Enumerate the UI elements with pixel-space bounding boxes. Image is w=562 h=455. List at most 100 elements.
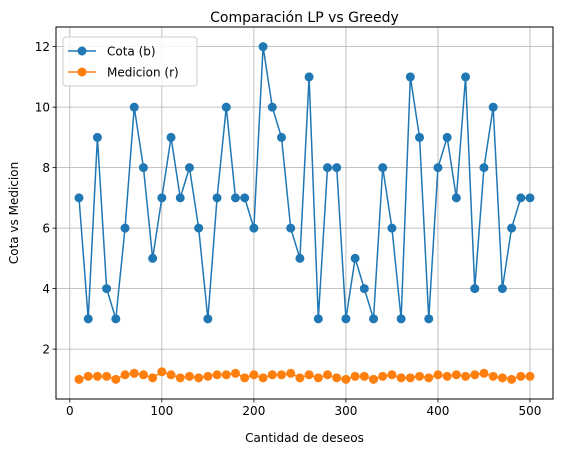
x-axis-label: Cantidad de deseos (245, 431, 364, 445)
data-point-cota (479, 163, 489, 173)
data-point-medicion (359, 371, 369, 381)
x-tick-label: 100 (150, 404, 173, 418)
data-point-medicion (267, 370, 277, 380)
data-point-cota (240, 193, 250, 203)
data-point-medicion (369, 374, 379, 384)
data-point-cota (83, 314, 93, 324)
data-point-cota (387, 223, 397, 233)
x-tick-label: 0 (66, 404, 74, 418)
data-point-medicion (332, 373, 342, 383)
x-tick-label: 400 (427, 404, 450, 418)
data-point-cota (497, 284, 507, 294)
data-point-medicion (212, 370, 222, 380)
data-point-cota (350, 253, 360, 263)
data-point-medicion (102, 371, 112, 381)
data-point-medicion (111, 374, 121, 384)
data-point-cota (157, 193, 167, 203)
data-point-cota (424, 314, 434, 324)
data-point-medicion (507, 374, 517, 384)
data-point-medicion (120, 370, 130, 380)
chart-title: Comparación LP vs Greedy (210, 10, 399, 26)
data-point-medicion (488, 371, 498, 381)
data-point-cota (184, 163, 194, 173)
data-point-medicion (74, 374, 84, 384)
data-point-cota (451, 193, 461, 203)
data-point-medicion (350, 371, 360, 381)
data-point-cota (433, 163, 443, 173)
data-point-medicion (129, 368, 139, 378)
data-point-medicion (295, 373, 305, 383)
data-point-cota (369, 314, 379, 324)
data-point-cota (74, 193, 84, 203)
x-tick-label: 200 (242, 404, 265, 418)
y-tick-label: 6 (42, 222, 50, 236)
data-point-cota (313, 314, 323, 324)
data-point-cota (129, 102, 139, 112)
data-point-cota (175, 193, 185, 203)
data-point-medicion (92, 371, 102, 381)
y-tick-label: 12 (35, 40, 50, 54)
data-point-medicion (304, 370, 314, 380)
data-point-cota (323, 163, 333, 173)
data-point-medicion (286, 368, 296, 378)
data-point-medicion (415, 371, 425, 381)
data-point-cota (516, 193, 526, 203)
data-point-medicion (249, 370, 259, 380)
data-point-cota (470, 284, 480, 294)
data-point-medicion (203, 371, 213, 381)
x-tick-label: 300 (334, 404, 357, 418)
data-point-medicion (470, 370, 480, 380)
data-point-cota (525, 193, 535, 203)
data-point-medicion (516, 371, 526, 381)
data-point-cota (405, 72, 415, 82)
data-point-cota (203, 314, 213, 324)
legend-marker-medicion (77, 67, 87, 77)
data-point-cota (148, 253, 158, 263)
data-point-cota (286, 223, 296, 233)
data-point-medicion (442, 371, 452, 381)
data-point-cota (276, 132, 286, 142)
data-point-medicion (166, 370, 176, 380)
data-point-medicion (221, 370, 231, 380)
data-point-medicion (424, 373, 434, 383)
legend-marker-cota (77, 46, 87, 56)
data-point-cota (249, 223, 259, 233)
data-point-medicion (433, 370, 443, 380)
x-tick-label: 500 (519, 404, 542, 418)
data-point-cota (488, 102, 498, 112)
data-point-cota (442, 132, 452, 142)
data-point-medicion (184, 371, 194, 381)
legend-label-cota: Cota (b) (107, 45, 156, 59)
data-point-medicion (175, 373, 185, 383)
data-point-cota (378, 163, 388, 173)
data-point-medicion (341, 374, 351, 384)
data-point-cota (120, 223, 130, 233)
data-point-medicion (497, 373, 507, 383)
data-point-cota (92, 132, 102, 142)
data-point-medicion (405, 373, 415, 383)
data-point-cota (359, 284, 369, 294)
data-point-cota (138, 163, 148, 173)
data-point-cota (304, 72, 314, 82)
data-point-cota (461, 72, 471, 82)
y-tick-label: 4 (42, 282, 50, 296)
data-point-medicion (157, 367, 167, 377)
data-point-cota (267, 102, 277, 112)
x-axis: 0 100 200 300 400 500 (66, 399, 541, 418)
y-axis-label: Cota vs Medicion (7, 162, 21, 264)
data-point-medicion (387, 370, 397, 380)
data-point-medicion (258, 373, 268, 383)
legend-box (62, 36, 198, 87)
data-point-cota (194, 223, 204, 233)
data-point-medicion (83, 371, 93, 381)
data-point-cota (166, 132, 176, 142)
y-tick-label: 10 (35, 101, 50, 115)
data-point-medicion (479, 368, 489, 378)
data-point-medicion (378, 371, 388, 381)
data-point-medicion (313, 373, 323, 383)
data-point-medicion (240, 373, 250, 383)
data-point-cota (221, 102, 231, 112)
data-point-cota (102, 284, 112, 294)
data-point-medicion (461, 371, 471, 381)
